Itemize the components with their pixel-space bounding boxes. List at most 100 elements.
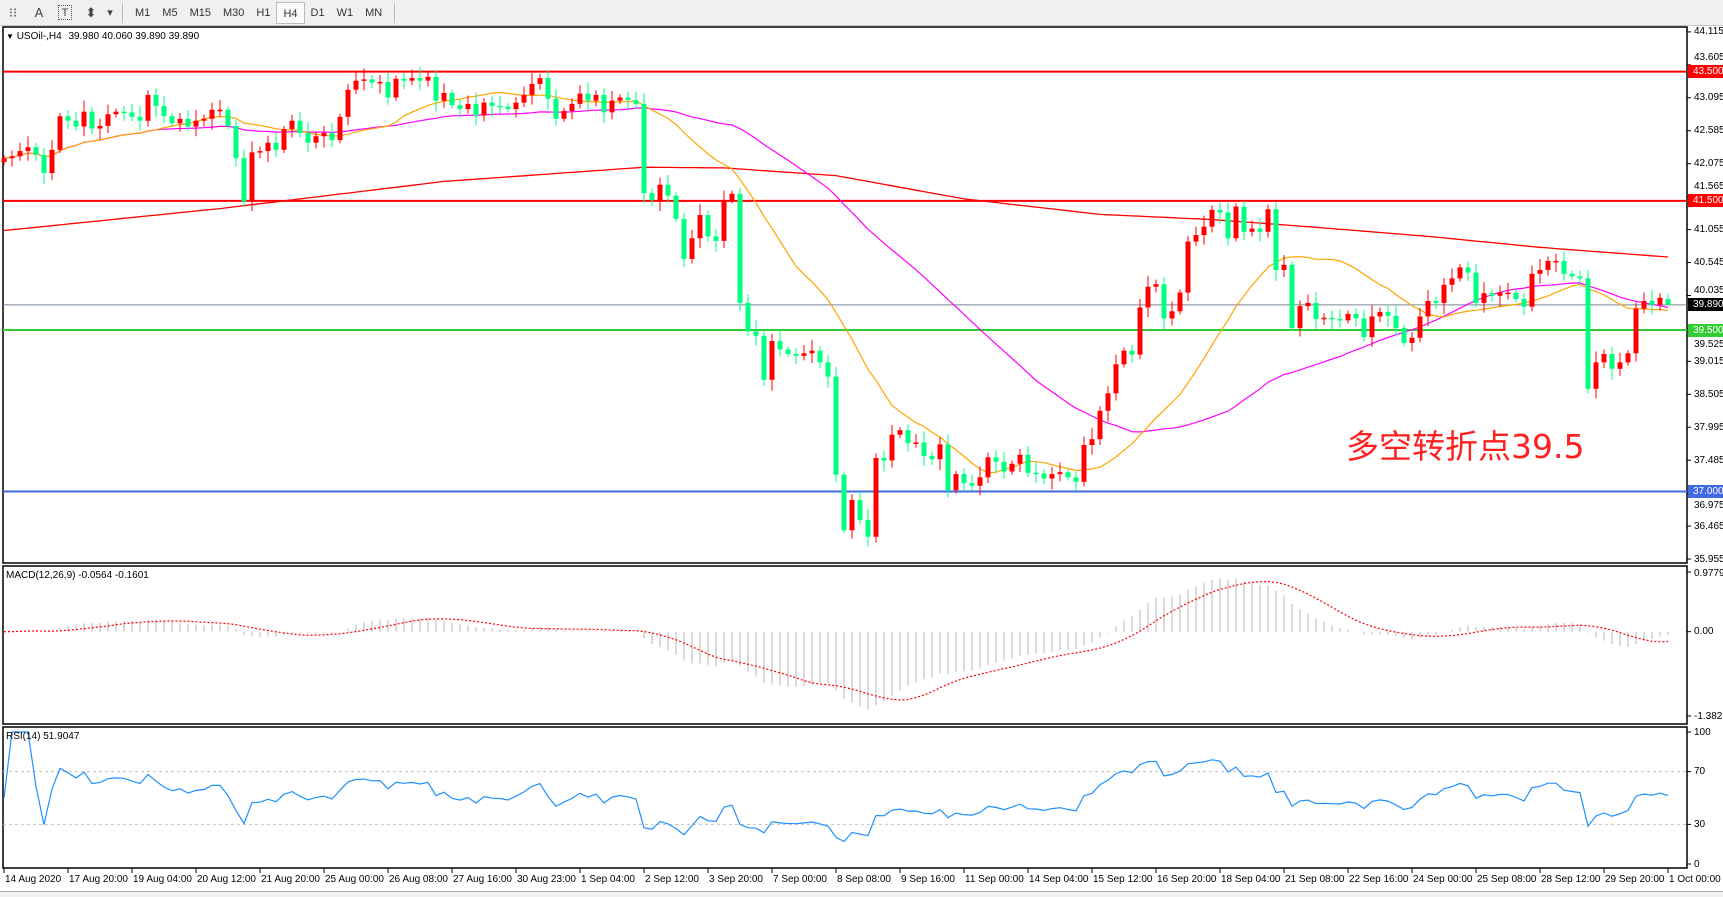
candle [633,91,639,109]
candle-body [705,215,711,237]
candle [529,72,535,105]
candle-body [1593,362,1599,389]
candle [1545,256,1551,276]
timeframe-h4[interactable]: H4 [276,1,305,24]
candle [961,468,967,492]
chevron-down-icon[interactable]: ▾ [107,7,113,19]
candle-body [1585,278,1591,389]
candle [761,331,767,386]
candle-body [441,92,447,101]
candle [409,69,415,86]
candle-body [1329,317,1335,320]
candle-body [1057,472,1063,475]
candle [777,331,783,357]
candle-body [1489,293,1495,296]
candle [1577,270,1583,287]
timeframe-mn[interactable]: MN [365,6,383,19]
candle [1553,253,1559,272]
candle-body [601,94,607,113]
candle-body [649,193,655,201]
candle [1649,289,1655,315]
candle [1073,471,1079,491]
candle-body [1393,315,1399,329]
candle-body [1561,260,1567,274]
price-tick-label: 43.095 [1694,92,1723,104]
candle [713,229,719,252]
candle-body [1177,292,1183,312]
candle-body [577,93,583,104]
candle [1129,344,1135,363]
candle-body [633,100,639,104]
candle [1257,217,1263,242]
candle [833,366,839,482]
time-tick-label: 29 Sep 20:00 [1605,874,1665,885]
candle-body [145,94,151,121]
candle-body [153,94,159,106]
timeframe-m15[interactable]: M15 [189,6,211,19]
candle-body [585,93,591,101]
chart-menu-arrow-icon[interactable]: ▼ [6,32,14,41]
candle [689,229,695,264]
timeframe-m30[interactable]: M30 [222,6,245,19]
candle-body [105,114,111,126]
timeframe-m5[interactable]: M5 [162,6,178,19]
candle [129,103,135,122]
time-tick-label: 8 Sep 08:00 [837,874,891,885]
price-tick-label: 41.055 [1694,224,1723,236]
candle [849,494,855,539]
chart-header: ▼ USOil-,H4 39.980 40.060 39.890 39.890 [6,30,199,43]
candle [481,98,487,122]
time-tick-label: 14 Sep 04:00 [1029,874,1089,885]
candle [1025,446,1031,478]
candle [537,73,543,90]
candle-body [1025,454,1031,473]
candle [33,142,39,161]
crosshair-grid-icon[interactable]: ⁝⁝ [8,4,18,20]
time-tick-label: 3 Sep 20:00 [709,874,763,885]
candle-body [225,109,231,126]
candle-body [377,81,383,84]
candle [1537,258,1543,284]
timeframe-h1[interactable]: H1 [256,6,271,19]
candle-body [425,76,431,81]
timeframe-d1[interactable]: D1 [310,6,325,19]
candle-body [265,142,271,152]
candle-body [1337,319,1343,321]
candle [313,131,319,149]
arrows-icon[interactable]: ⬍ [85,4,97,20]
candle-body [1265,209,1271,232]
candle [609,91,615,120]
candle-body [73,120,79,127]
candle [793,348,799,365]
candle [273,132,279,157]
candle-body [433,76,439,101]
candle [521,86,527,108]
candle-body [1321,317,1327,320]
macd-tick-label: 0.9779 [1694,567,1723,579]
price-tick-label: 41.565 [1694,181,1723,193]
candle [1521,293,1527,316]
candle-body [497,105,503,108]
candle-body [641,103,647,194]
candle [473,92,479,126]
bid-price-tag: 39.890 [1688,298,1723,312]
candle-body [1385,311,1391,316]
candle [1377,307,1383,323]
candle-body [913,442,919,444]
candle-body [97,125,103,129]
candle [753,320,759,346]
time-tick-label: 2 Sep 12:00 [645,874,699,885]
text-label-icon[interactable]: T [58,5,72,20]
text-icon[interactable]: A [34,5,44,20]
macd-tick-label: 0.00 [1694,626,1714,638]
candle-body [1113,364,1119,394]
candle [1201,215,1207,245]
candle-body [833,376,839,475]
candle [921,431,927,466]
timeframe-m1[interactable]: M1 [135,6,151,19]
candle-body [473,103,479,116]
candle-body [281,129,287,150]
timeframe-w1[interactable]: W1 [336,6,354,19]
candle-body [297,120,303,133]
